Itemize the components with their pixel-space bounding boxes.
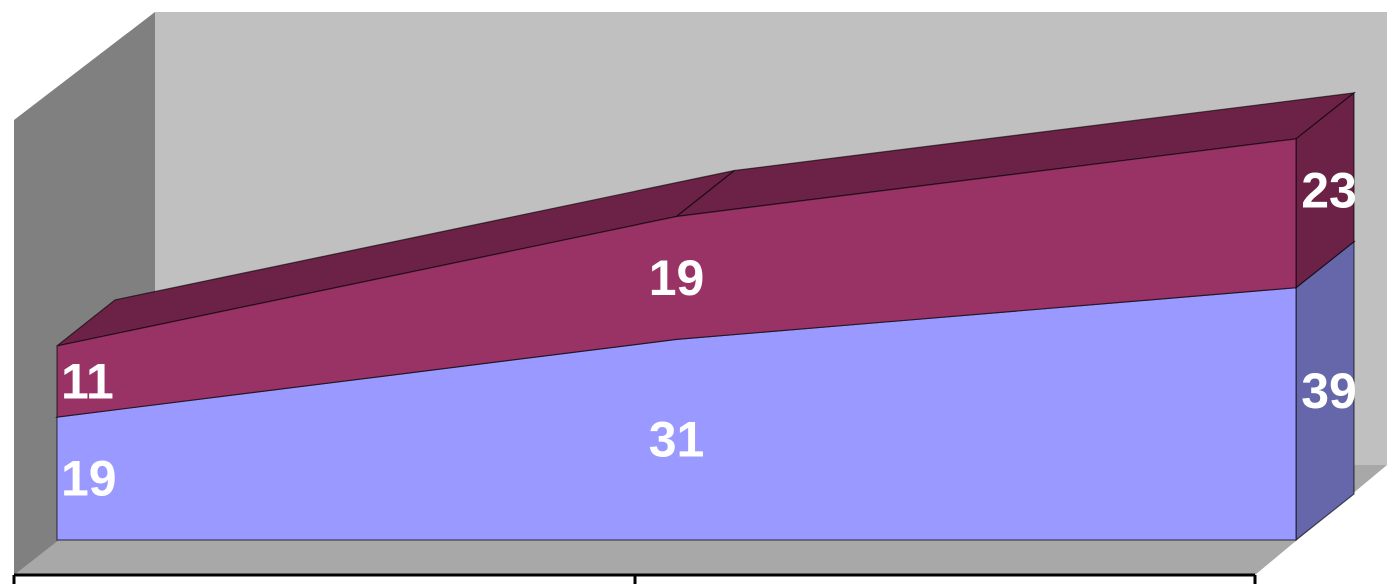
- data-labels: 19 31 39 11 19 23: [61, 162, 1357, 506]
- data-label: 19: [649, 250, 705, 306]
- data-label: 11: [61, 353, 114, 409]
- x-axis: [12, 573, 1257, 584]
- data-label: 39: [1301, 363, 1357, 419]
- data-label: 31: [649, 412, 705, 468]
- series-2-front: [56, 138, 1297, 418]
- data-label: 19: [61, 451, 117, 507]
- data-label: 23: [1301, 162, 1357, 218]
- series-layer: [54, 91, 1357, 542]
